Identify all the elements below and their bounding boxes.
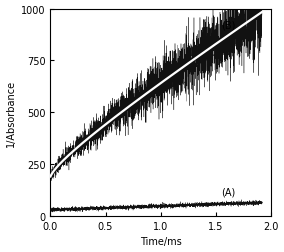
Text: (A): (A) <box>221 186 235 197</box>
Text: (B): (B) <box>221 20 235 30</box>
X-axis label: Time/ms: Time/ms <box>140 237 181 246</box>
Y-axis label: 1/Absorbance: 1/Absorbance <box>6 79 16 146</box>
